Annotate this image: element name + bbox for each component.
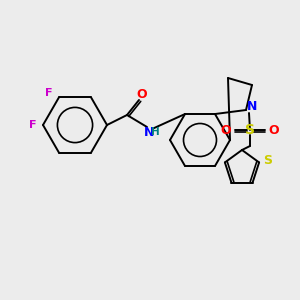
Text: O: O (137, 88, 147, 101)
Text: N: N (144, 125, 154, 139)
Text: F: F (29, 120, 37, 130)
Text: S: S (264, 154, 273, 167)
Text: S: S (245, 123, 255, 137)
Text: N: N (247, 100, 257, 113)
Text: F: F (45, 88, 53, 98)
Text: O: O (269, 124, 279, 136)
Text: H: H (151, 127, 159, 137)
Text: O: O (221, 124, 231, 136)
